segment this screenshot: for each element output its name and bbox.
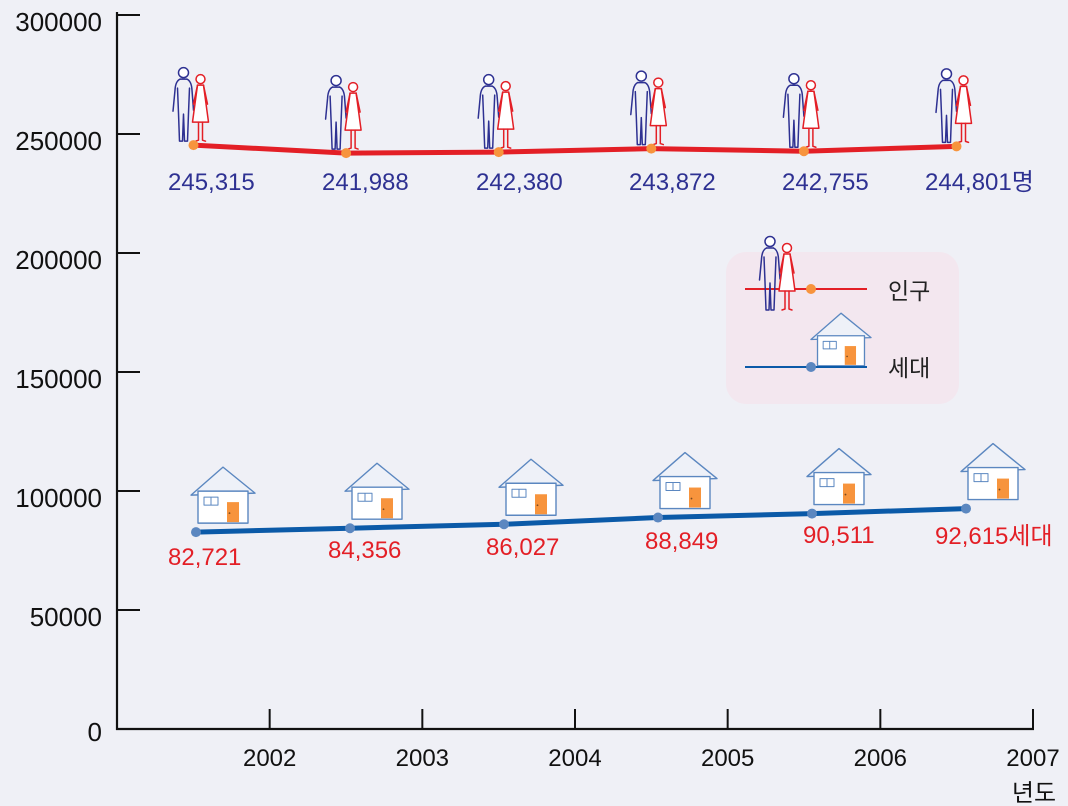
population-line <box>191 142 959 156</box>
population-data-label: 242,380 <box>476 169 563 196</box>
household-data-label: 92,615세대 <box>935 523 1053 550</box>
legend-item-household: 세대 <box>745 312 930 382</box>
house-icon <box>652 451 718 510</box>
person-pair-icon <box>324 74 362 150</box>
y-tick-label: 0 <box>88 717 102 747</box>
household-point <box>191 527 201 538</box>
person-pair-icon <box>172 66 210 142</box>
person-pair-icon <box>935 68 973 144</box>
y-tick-label: 100000 <box>15 483 102 513</box>
household-data-label: 82,721 <box>168 544 241 571</box>
y-tick-label: 300000 <box>15 7 102 37</box>
population-data-label: 245,315 <box>168 169 255 196</box>
x-tick-label: 2004 <box>548 745 601 772</box>
y-tick-label: 150000 <box>15 364 102 394</box>
population-data-label: 242,755 <box>782 169 869 196</box>
population-point <box>493 147 504 158</box>
household-data-label: 90,511 <box>803 522 875 549</box>
population-data-label: 241,988 <box>322 169 409 196</box>
legend-marker-household <box>806 362 816 372</box>
household-point <box>653 512 663 523</box>
population-point <box>188 140 199 151</box>
population-point <box>646 143 657 154</box>
x-tick-label: 2002 <box>243 745 296 772</box>
household-point <box>807 508 817 519</box>
household-point <box>499 519 509 530</box>
y-tick-label: 200000 <box>15 245 102 275</box>
house-icon <box>498 458 564 516</box>
x-tick-label: 2006 <box>854 745 907 772</box>
y-tick-label: 250000 <box>15 126 102 156</box>
house-icon <box>190 466 256 524</box>
population-data-label: 244,801명 <box>925 169 1034 196</box>
population-data-label: 243,872 <box>629 169 716 196</box>
legend: 인구 세대 <box>726 235 959 404</box>
person-pair-icon <box>477 73 515 149</box>
household-line <box>193 506 969 535</box>
person-pair-icon <box>782 72 820 148</box>
household-data-label: 86,027 <box>486 534 559 561</box>
household-data-label: 84,356 <box>328 537 401 564</box>
x-axis-unit-label: 년도 <box>1012 780 1056 806</box>
house-icon <box>960 442 1026 501</box>
household-point <box>345 523 355 534</box>
y-tick-label: 50000 <box>30 602 102 632</box>
population-point <box>798 146 809 157</box>
x-tick-label: 2007 <box>1006 745 1059 772</box>
household-data-label: 88,849 <box>645 528 718 555</box>
population-point <box>951 141 962 152</box>
x-tick-label: 2003 <box>396 745 449 772</box>
house-icon <box>806 447 872 506</box>
axis-ticks: 0 50000 100000 150000 200000 250000 300000 2002… <box>15 7 1059 772</box>
series-layer: 245,315 241,988 242,380 243,872 242,755 244,8… <box>168 66 1053 571</box>
x-tick-label: 2005 <box>701 745 754 772</box>
legend-label-household: 세대 <box>888 356 930 382</box>
household-point <box>961 503 971 514</box>
person-pair-icon <box>630 70 668 146</box>
legend-label-population: 인구 <box>888 279 930 305</box>
house-icon <box>344 462 410 520</box>
legend-item-population: 인구 <box>745 235 930 311</box>
population-point <box>341 148 352 159</box>
legend-marker-population <box>806 284 816 294</box>
